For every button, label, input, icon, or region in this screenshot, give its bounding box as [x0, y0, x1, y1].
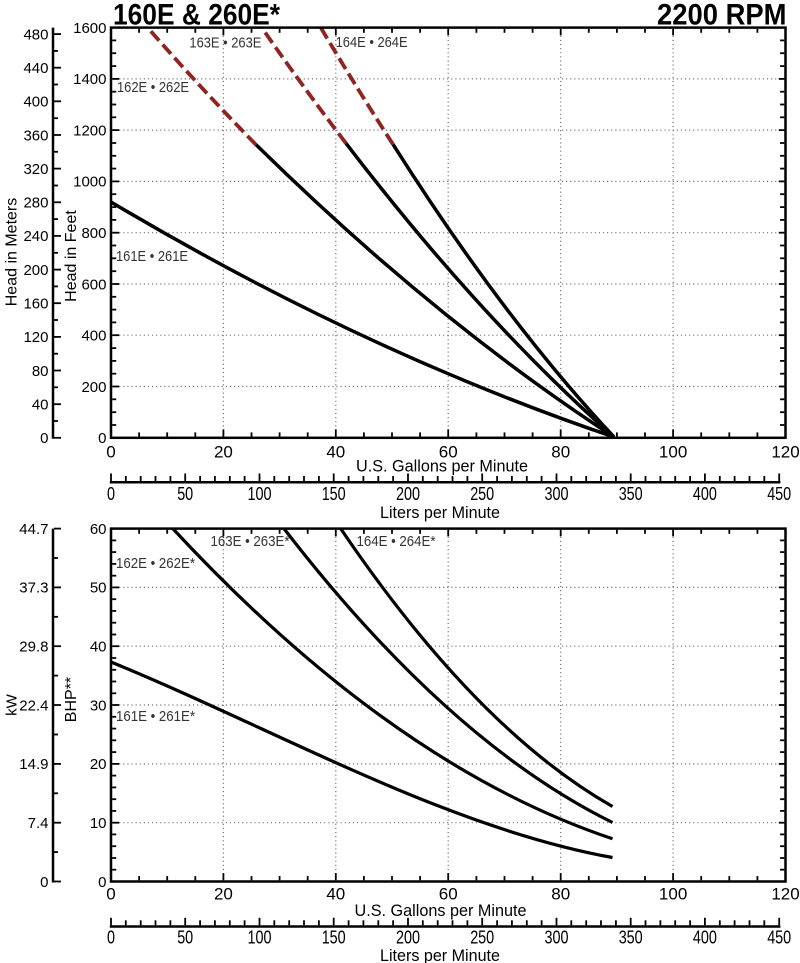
- svg-text:200: 200: [396, 928, 420, 948]
- svg-text:400: 400: [81, 328, 106, 345]
- svg-text:80: 80: [551, 443, 570, 462]
- svg-text:360: 360: [23, 127, 48, 144]
- svg-text:40: 40: [326, 885, 345, 904]
- svg-text:400: 400: [693, 484, 717, 504]
- svg-text:Head in Meters: Head in Meters: [4, 198, 21, 307]
- svg-text:Liters per Minute: Liters per Minute: [380, 503, 500, 522]
- svg-text:80: 80: [551, 885, 570, 904]
- svg-text:250: 250: [470, 484, 494, 504]
- svg-text:100: 100: [659, 885, 687, 904]
- svg-text:450: 450: [767, 928, 791, 948]
- svg-text:1000: 1000: [73, 174, 106, 191]
- svg-text:280: 280: [23, 195, 48, 212]
- svg-text:22.4: 22.4: [19, 697, 48, 714]
- svg-text:120: 120: [771, 443, 799, 462]
- svg-text:40: 40: [326, 443, 345, 462]
- svg-text:0: 0: [40, 874, 48, 891]
- svg-text:14.9: 14.9: [19, 756, 48, 773]
- svg-text:40: 40: [90, 639, 107, 656]
- svg-text:20: 20: [90, 756, 107, 773]
- svg-text:162E • 262E*: 162E • 262E*: [116, 555, 195, 572]
- svg-text:320: 320: [23, 161, 48, 178]
- svg-text:800: 800: [81, 225, 106, 242]
- svg-text:100: 100: [248, 928, 272, 948]
- svg-text:37.3: 37.3: [19, 580, 48, 597]
- svg-text:60: 60: [439, 885, 458, 904]
- svg-text:50: 50: [177, 484, 193, 504]
- svg-text:163E • 263E: 163E • 263E: [189, 35, 261, 52]
- svg-text:240: 240: [23, 228, 48, 245]
- svg-text:161E • 261E: 161E • 261E: [116, 248, 188, 265]
- svg-text:1400: 1400: [73, 71, 106, 88]
- svg-text:164E • 264E: 164E • 264E: [336, 34, 408, 51]
- svg-text:0: 0: [107, 484, 115, 504]
- svg-text:300: 300: [545, 928, 569, 948]
- svg-text:120: 120: [771, 885, 799, 904]
- svg-text:150: 150: [322, 484, 346, 504]
- svg-text:0: 0: [106, 443, 115, 462]
- svg-text:350: 350: [619, 928, 643, 948]
- svg-text:150: 150: [322, 928, 346, 948]
- svg-text:0: 0: [98, 430, 106, 447]
- svg-text:350: 350: [619, 484, 643, 504]
- svg-text:0: 0: [40, 430, 48, 447]
- svg-text:163E • 263E*: 163E • 263E*: [211, 533, 290, 550]
- svg-text:0: 0: [98, 874, 106, 891]
- svg-text:400: 400: [693, 928, 717, 948]
- svg-text:164E • 264E*: 164E • 264E*: [357, 533, 436, 550]
- svg-text:600: 600: [81, 276, 106, 293]
- svg-text:80: 80: [32, 363, 49, 380]
- svg-text:200: 200: [23, 262, 48, 279]
- svg-text:60: 60: [90, 521, 107, 538]
- svg-text:0: 0: [107, 928, 115, 948]
- svg-text:U.S. Gallons per Minute: U.S. Gallons per Minute: [355, 901, 527, 920]
- svg-text:Head in Feet: Head in Feet: [63, 210, 80, 302]
- svg-text:7.4: 7.4: [28, 815, 49, 832]
- svg-text:300: 300: [545, 484, 569, 504]
- svg-text:160E & 260E*: 160E & 260E*: [113, 0, 280, 31]
- svg-text:200: 200: [81, 379, 106, 396]
- svg-text:50: 50: [90, 580, 107, 597]
- svg-text:20: 20: [214, 443, 233, 462]
- svg-text:44.7: 44.7: [19, 521, 48, 538]
- svg-text:120: 120: [23, 329, 48, 346]
- svg-text:1200: 1200: [73, 122, 106, 139]
- svg-text:U.S. Gallons per Minute: U.S. Gallons per Minute: [356, 456, 528, 475]
- svg-text:kW: kW: [4, 693, 21, 716]
- svg-text:161E • 261E*: 161E • 261E*: [116, 708, 195, 725]
- svg-text:450: 450: [767, 484, 791, 504]
- svg-text:100: 100: [248, 484, 272, 504]
- svg-text:50: 50: [177, 928, 193, 948]
- svg-text:200: 200: [396, 484, 420, 504]
- svg-text:10: 10: [90, 815, 107, 832]
- svg-text:480: 480: [23, 26, 48, 43]
- svg-text:BHP**: BHP**: [63, 677, 80, 722]
- svg-text:160: 160: [23, 296, 48, 313]
- svg-text:20: 20: [214, 885, 233, 904]
- svg-text:1600: 1600: [73, 20, 106, 37]
- svg-text:250: 250: [470, 928, 494, 948]
- svg-text:40: 40: [32, 397, 49, 414]
- svg-text:162E • 262E: 162E • 262E: [117, 79, 189, 96]
- svg-text:Liters per Minute: Liters per Minute: [380, 946, 500, 963]
- svg-text:29.8: 29.8: [19, 639, 48, 656]
- svg-text:440: 440: [23, 60, 48, 77]
- svg-text:0: 0: [106, 885, 115, 904]
- svg-text:400: 400: [23, 94, 48, 111]
- svg-text:60: 60: [439, 443, 458, 462]
- svg-text:30: 30: [90, 697, 107, 714]
- svg-text:2200 RPM: 2200 RPM: [657, 0, 787, 31]
- svg-text:100: 100: [659, 443, 687, 462]
